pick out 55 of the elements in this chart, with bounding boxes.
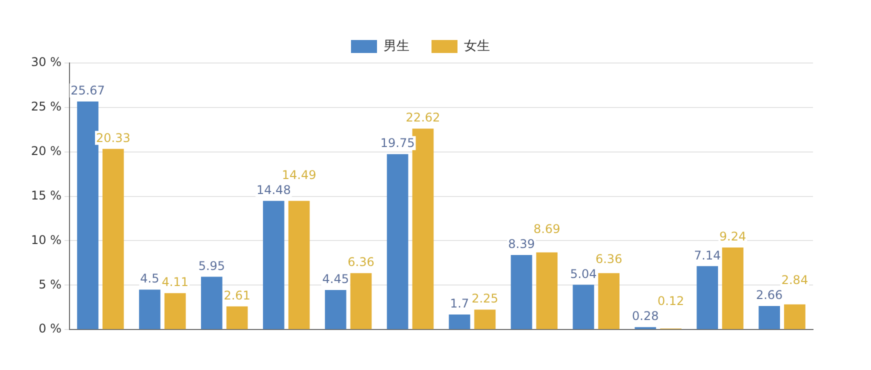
- legend-label: 男生: [384, 38, 410, 54]
- y-tick-label: 25 %: [30, 100, 62, 114]
- bar: [226, 306, 248, 330]
- data-label: 9.24: [719, 230, 746, 244]
- bar: [510, 255, 532, 330]
- bar: [412, 128, 434, 330]
- bar: [722, 247, 744, 330]
- y-tick-label: 15 %: [30, 188, 62, 202]
- data-label: 4.5: [140, 272, 160, 286]
- data-label: 6.36: [595, 252, 622, 266]
- y-tick-label: 20 %: [30, 144, 62, 158]
- bar: [598, 273, 620, 330]
- data-label: 6.36: [348, 255, 374, 270]
- data-label: 2.66: [756, 288, 783, 302]
- data-label: 5.04: [570, 266, 597, 281]
- legend-label: 女生: [464, 38, 490, 54]
- data-label: 4.45: [322, 272, 349, 286]
- data-label: 4.11: [162, 275, 188, 290]
- data-label: 0.12: [657, 294, 684, 308]
- data-label: 2.61: [224, 288, 250, 303]
- y-tick-label: 10 %: [30, 232, 62, 247]
- data-label: 22.62: [406, 110, 440, 125]
- y-tick-label: 5 %: [38, 277, 62, 292]
- data-label: 20.33: [96, 131, 130, 146]
- bar: [474, 310, 496, 330]
- bar: [288, 200, 310, 330]
- bar: [102, 148, 124, 330]
- bar: [758, 306, 780, 330]
- data-label: 0.28: [632, 309, 659, 324]
- bar: [696, 266, 718, 330]
- data-label: 5.95: [198, 258, 226, 273]
- data-label: 8.69: [534, 222, 560, 236]
- bar: [572, 284, 594, 330]
- data-label: 2.84: [781, 273, 808, 288]
- y-tick-label: 30 %: [30, 55, 62, 70]
- bar: [448, 314, 470, 330]
- bar: [784, 304, 806, 330]
- data-label: 8.39: [508, 237, 535, 252]
- bar: [139, 290, 160, 330]
- bar: [536, 252, 558, 330]
- data-label: 19.75: [380, 136, 415, 150]
- bar: [386, 154, 408, 330]
- bar: [350, 273, 372, 330]
- bar: [201, 276, 222, 330]
- bar: [262, 200, 284, 330]
- data-label: 1.7: [450, 296, 470, 311]
- bar: [164, 293, 186, 330]
- data-label: 14.48: [256, 183, 291, 198]
- data-label: 14.49: [282, 168, 316, 182]
- bar: [324, 290, 346, 330]
- bar: [77, 101, 98, 330]
- data-label: 25.67: [70, 84, 105, 98]
- data-label: 2.25: [472, 292, 498, 306]
- data-label: 7.14: [694, 248, 721, 262]
- y-tick-label: 0 %: [38, 322, 62, 336]
